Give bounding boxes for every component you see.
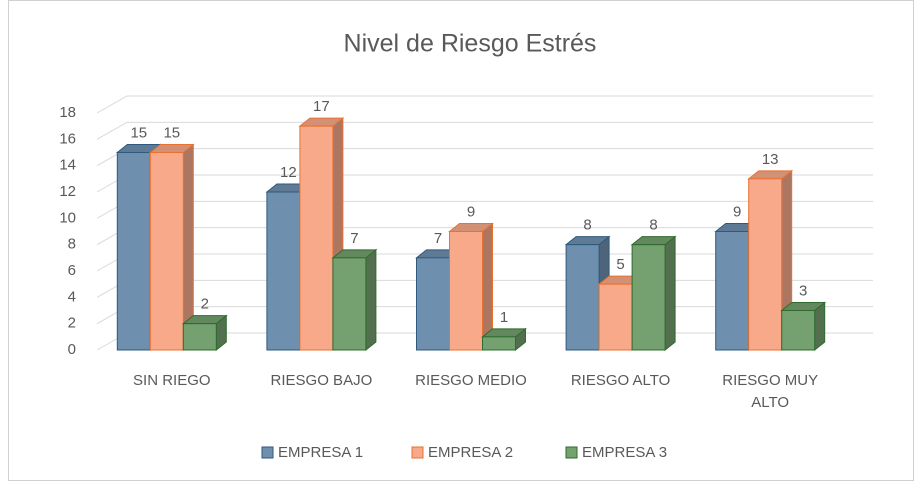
legend-swatch — [411, 446, 424, 459]
bar — [747, 169, 794, 352]
data-label: 7 — [350, 230, 358, 247]
bar-front — [332, 257, 367, 351]
bar-front — [116, 152, 151, 351]
bar-front — [482, 336, 516, 351]
data-label: 15 — [130, 124, 147, 141]
data-label: 15 — [163, 124, 180, 141]
x-tick-label: RIESGO ALTO — [571, 372, 670, 389]
x-tick-label: RIESGO MUY ALTO — [722, 372, 818, 411]
bar — [780, 301, 827, 352]
data-label: 9 — [733, 203, 741, 220]
bar — [181, 314, 228, 352]
data-label: 9 — [467, 203, 475, 220]
bar-front — [748, 178, 783, 351]
data-label: 7 — [434, 230, 442, 247]
bar-front — [149, 152, 184, 351]
bar-front — [715, 231, 750, 351]
data-label: 12 — [280, 164, 297, 181]
legend-label: EMPRESA 1 — [278, 444, 363, 461]
data-label: 8 — [649, 217, 657, 234]
bar-front — [266, 191, 301, 351]
y-tick-label: 16 — [59, 130, 76, 147]
bar — [630, 235, 677, 352]
bar — [448, 222, 494, 352]
y-tick-label: 10 — [59, 209, 76, 226]
bar — [331, 248, 378, 352]
y-tick-label: 6 — [68, 262, 76, 279]
legend-label: EMPRESA 2 — [428, 444, 513, 461]
data-label: 3 — [799, 282, 807, 299]
data-label: 1 — [500, 309, 508, 326]
bar — [481, 327, 527, 352]
chart-title: Nivel de Riesgo Estrés — [344, 30, 597, 58]
y-tick-label: 18 — [59, 104, 76, 121]
legend-label: EMPRESA 3 — [582, 444, 667, 461]
data-label: 2 — [201, 296, 209, 313]
grid-line — [96, 121, 873, 140]
data-label: 17 — [313, 98, 330, 115]
bar-front — [416, 257, 450, 351]
legend-swatch — [261, 446, 274, 459]
x-tick-label: SIN RIEGO — [133, 372, 211, 389]
bar-front — [299, 125, 334, 351]
y-tick-label: 2 — [68, 315, 76, 332]
data-label: 5 — [616, 256, 624, 273]
y-tick-label: 0 — [68, 341, 76, 358]
legend-swatch — [565, 446, 578, 459]
bar — [148, 143, 195, 352]
data-label: 8 — [583, 217, 591, 234]
x-tick-label: RIESGO MEDIO — [415, 372, 527, 389]
bar-front — [182, 323, 217, 351]
y-tick-label: 12 — [59, 183, 76, 200]
bar-front — [598, 283, 633, 351]
grid-line — [96, 95, 873, 114]
y-tick-label: 8 — [68, 236, 76, 253]
bar-front — [781, 310, 816, 351]
bar-front — [631, 244, 666, 351]
x-tick-label: RIESGO BAJO — [271, 372, 373, 389]
bar-front — [565, 244, 600, 351]
bar-side — [365, 248, 377, 352]
y-tick-label: 14 — [59, 157, 76, 174]
data-label: 13 — [762, 151, 779, 168]
bar-front — [449, 231, 483, 351]
bar-side — [664, 235, 676, 352]
y-tick-label: 4 — [68, 288, 76, 305]
